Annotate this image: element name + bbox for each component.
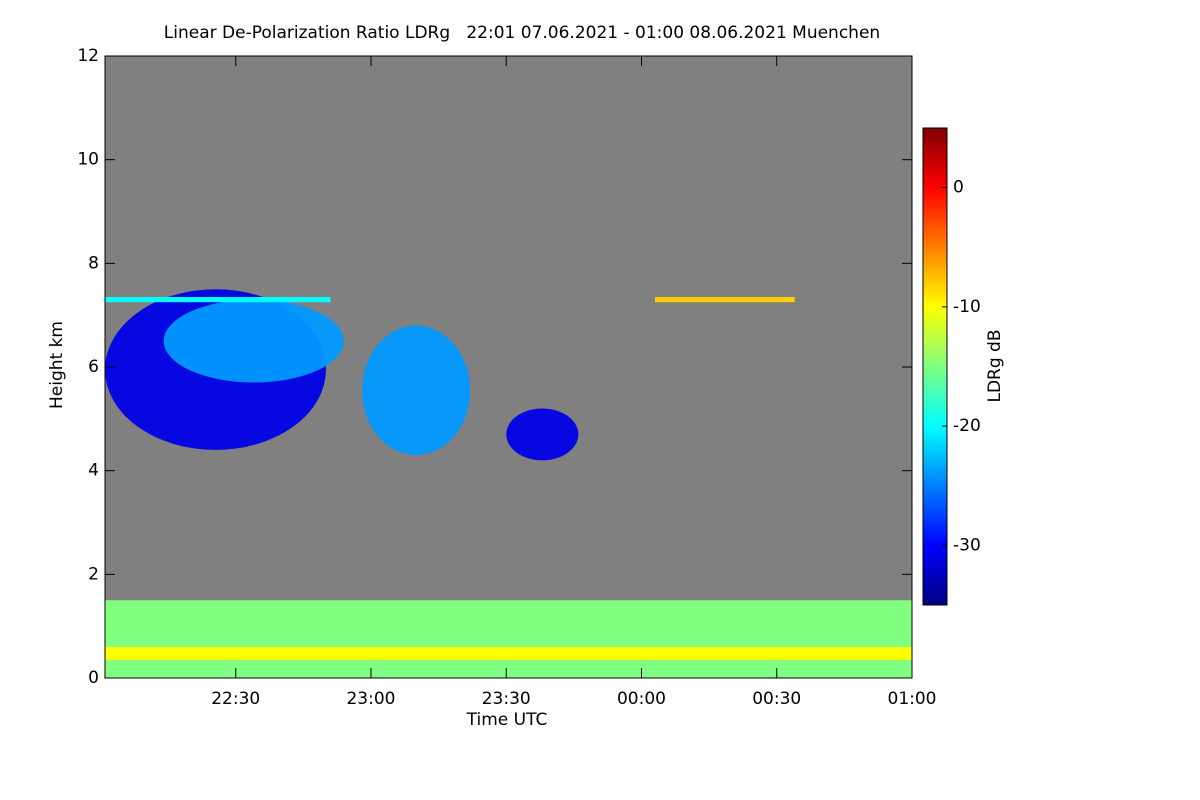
y-tick-label: 4 (88, 461, 99, 481)
y-axis-label: Height km (47, 321, 67, 409)
ldr-layer (105, 297, 331, 303)
y-tick-label: 10 (77, 150, 99, 170)
ldr-cloud (506, 408, 579, 461)
colorbar-tick-label: -10 (953, 297, 981, 317)
x-tick-label: 23:30 (482, 689, 531, 709)
colorbar-label: LDRg dB (985, 329, 1005, 402)
ldr-layer (105, 600, 912, 678)
ldr-layer (105, 646, 912, 660)
y-tick-label: 8 (88, 253, 99, 273)
y-tick-label: 6 (88, 357, 99, 377)
x-tick-label: 01:00 (888, 689, 937, 709)
colorbar (922, 127, 948, 606)
colorbar-tick-label: 0 (953, 178, 964, 198)
x-tick-label: 23:00 (346, 689, 395, 709)
colorbar-tick-label: -30 (953, 535, 981, 555)
ldr-cloud (163, 299, 344, 383)
x-tick-label: 22:30 (211, 689, 260, 709)
x-tick-label: 00:30 (752, 689, 801, 709)
x-axis-label: Time UTC (466, 710, 548, 730)
y-tick-label: 0 (88, 668, 99, 688)
y-tick-label: 2 (88, 564, 99, 584)
colorbar-tick-label: -20 (953, 416, 981, 436)
ldr-layer (655, 297, 795, 303)
x-tick-label: 00:00 (617, 689, 666, 709)
ldr-cloud (361, 325, 471, 456)
y-tick-label: 12 (77, 46, 99, 66)
chart-title: Linear De-Polarization Ratio LDRg 22:01 … (164, 23, 880, 43)
